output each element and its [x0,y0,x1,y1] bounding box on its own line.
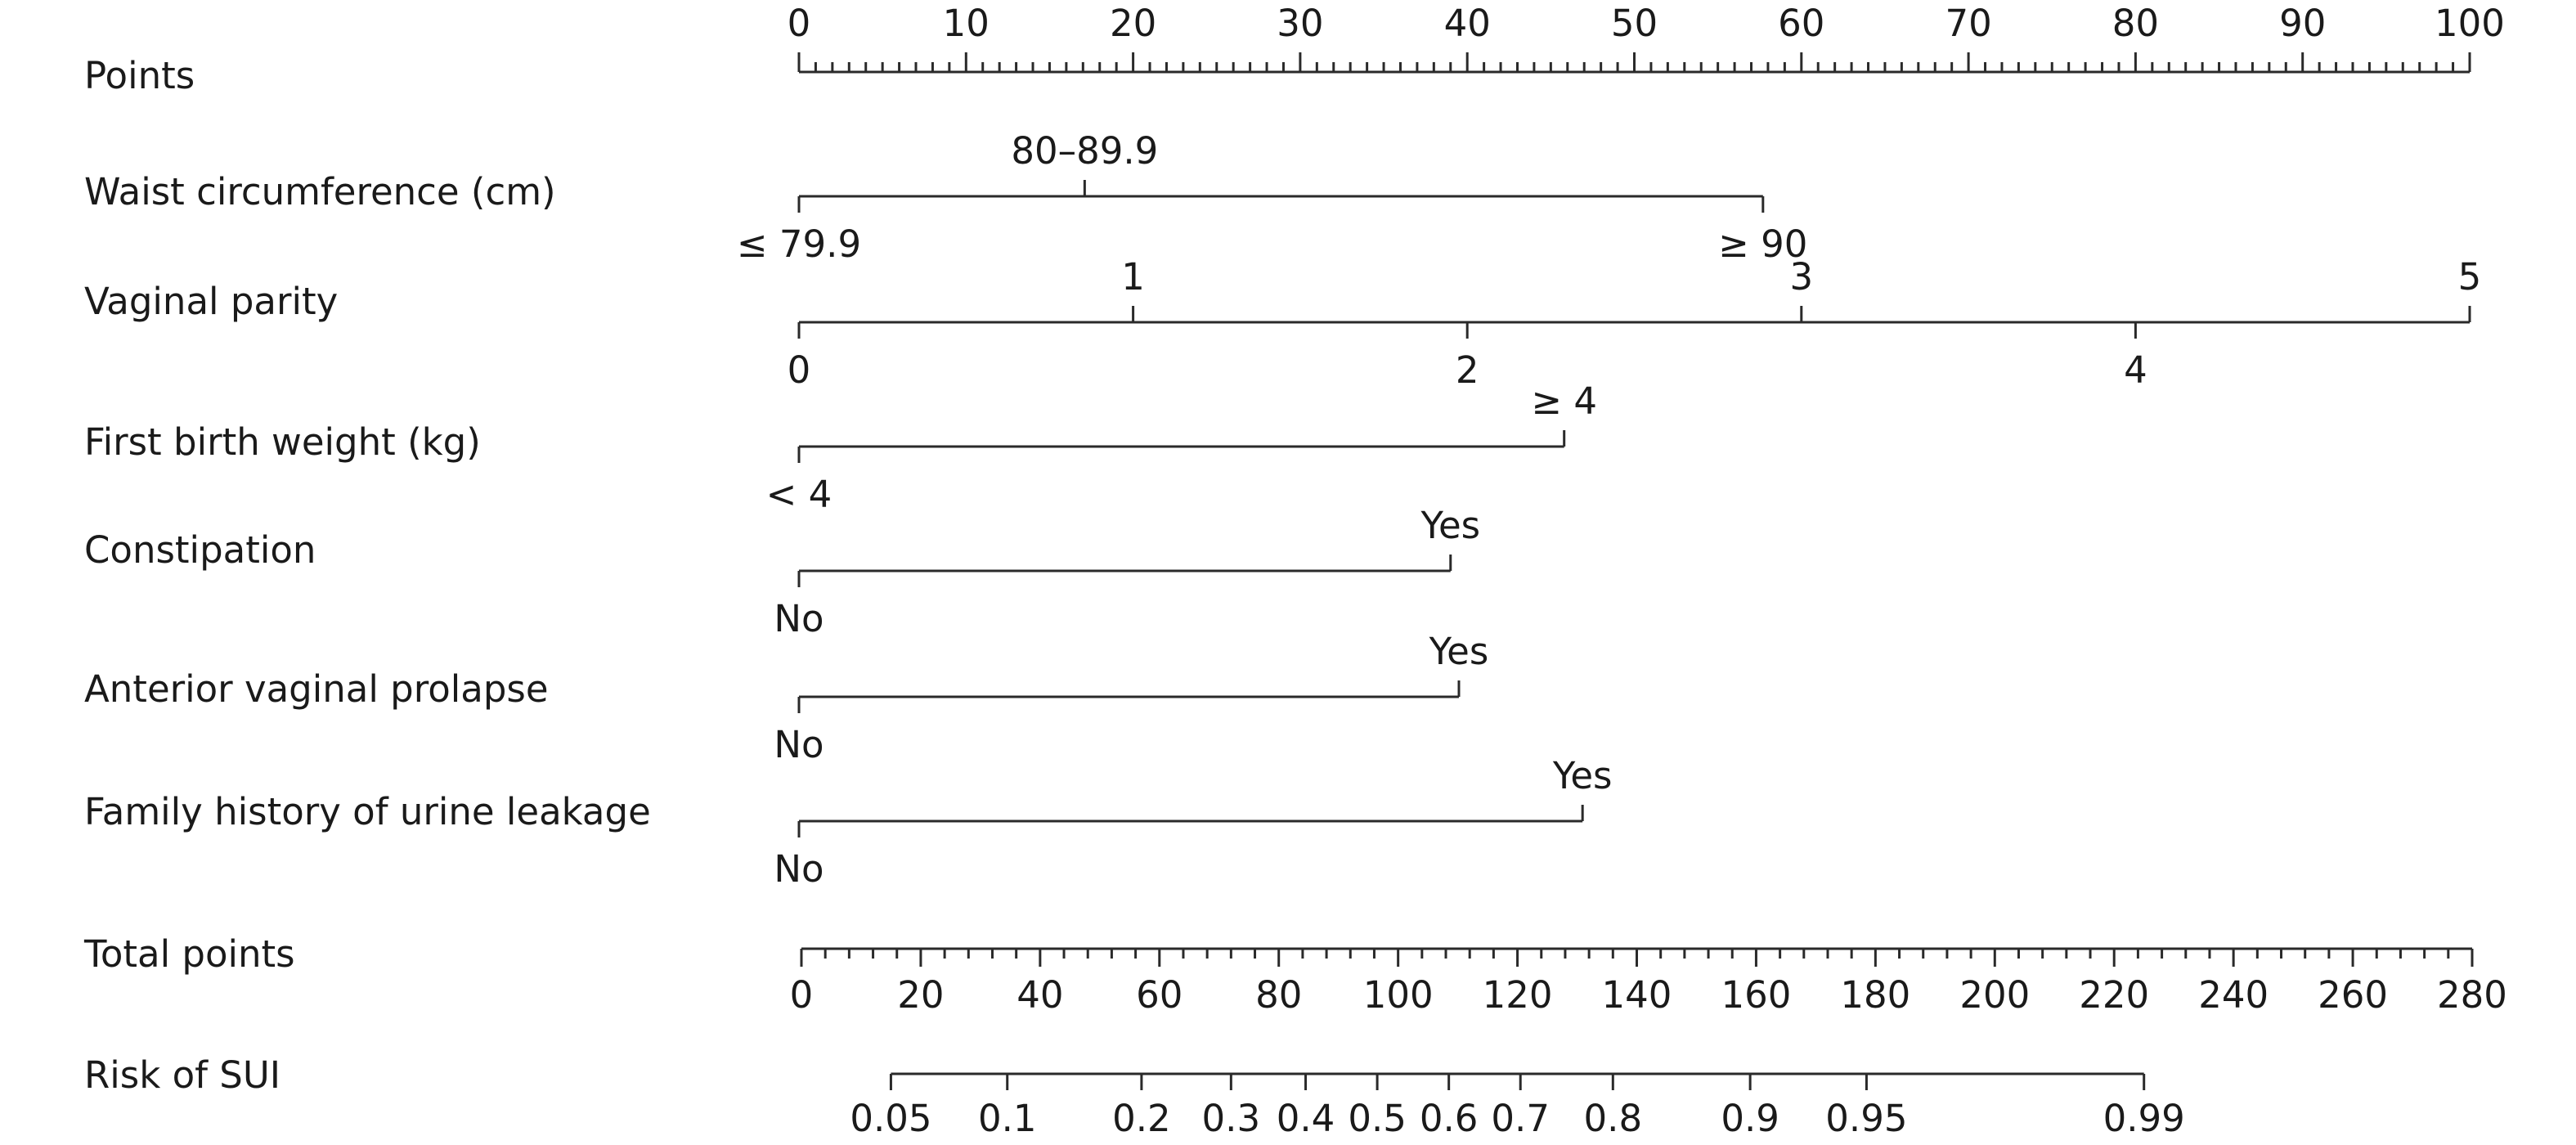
row-1-label: Waist circumference (cm) [84,170,556,213]
points-tick-label: 60 [1778,2,1824,45]
row-3-level-label: ≥ 4 [1531,379,1597,423]
row-6-level-label: No [774,847,824,891]
points-tick-label: 20 [1110,2,1156,45]
row-3-level-label: < 4 [766,473,832,516]
row-7-label: Total points [83,932,295,976]
total-tick-label: 40 [1016,973,1063,1017]
row-2-level-label: 2 [1456,348,1479,392]
points-tick-label: 0 [788,2,811,45]
row-8-label: Risk of SUI [84,1053,280,1097]
points-tick-label: 80 [2112,2,2159,45]
row-2-label: Vaginal parity [84,280,338,323]
total-tick-label: 60 [1136,973,1183,1017]
total-tick-label: 200 [1959,973,2030,1017]
points-tick-label: 70 [1945,2,1991,45]
row-5-level-label: No [774,723,824,766]
total-tick-label: 240 [2198,973,2269,1017]
total-tick-label: 260 [2318,973,2388,1017]
total-tick-label: 160 [1721,973,1791,1017]
risk-tick-label: 0.99 [2103,1097,2185,1140]
risk-tick-label: 0.7 [1491,1097,1550,1140]
risk-tick-label: 0.6 [1420,1097,1479,1140]
row-2-level-label: 5 [2458,255,2482,299]
total-tick-label: 180 [1840,973,1910,1017]
points-tick-label: 90 [2279,2,2326,45]
risk-tick-label: 0.3 [1202,1097,1261,1140]
row-1-level-label: ≥ 90 [1718,222,1807,266]
total-tick-label: 120 [1483,973,1553,1017]
risk-tick-label: 0.5 [1348,1097,1407,1140]
risk-tick-label: 0.05 [850,1097,931,1140]
row-1-level-label: ≤ 79.9 [737,222,861,266]
risk-tick-label: 0.2 [1112,1097,1171,1140]
total-tick-label: 220 [2079,973,2149,1017]
points-tick-label: 50 [1611,2,1658,45]
row-4-level-label: Yes [1420,504,1480,547]
row-2-level-label: 3 [1789,255,1813,299]
row-2-level-label: 1 [1121,255,1145,299]
risk-tick-label: 0.1 [978,1097,1037,1140]
row-5-level-label: Yes [1429,630,1489,673]
points-tick-label: 40 [1444,2,1491,45]
total-tick-label: 100 [1363,973,1434,1017]
points-tick-label: 10 [943,2,990,45]
risk-tick-label: 0.4 [1277,1097,1335,1140]
risk-tick-label: 0.8 [1584,1097,1643,1140]
row-2-level-label: 0 [788,348,811,392]
points-tick-label: 100 [2435,2,2505,45]
risk-tick-label: 0.95 [1825,1097,1907,1140]
points-tick-label: 30 [1277,2,1323,45]
row-4-level-label: No [774,597,824,640]
total-tick-label: 80 [1255,973,1302,1017]
total-tick-label: 20 [897,973,944,1017]
row-6-level-label: Yes [1552,754,1613,797]
row-3-label: First birth weight (kg) [84,420,481,464]
row-4-label: Constipation [84,528,316,572]
row-2-level-label: 4 [2124,348,2147,392]
row-5-label: Anterior vaginal prolapse [84,667,549,711]
row-1-level-label: 80–89.9 [1011,129,1158,173]
row-6-label: Family history of urine leakage [84,790,651,833]
risk-tick-label: 0.9 [1721,1097,1779,1140]
row-0-label: Points [84,54,195,97]
total-tick-label: 140 [1602,973,1672,1017]
total-tick-label: 280 [2437,973,2507,1017]
total-tick-label: 0 [790,973,814,1017]
